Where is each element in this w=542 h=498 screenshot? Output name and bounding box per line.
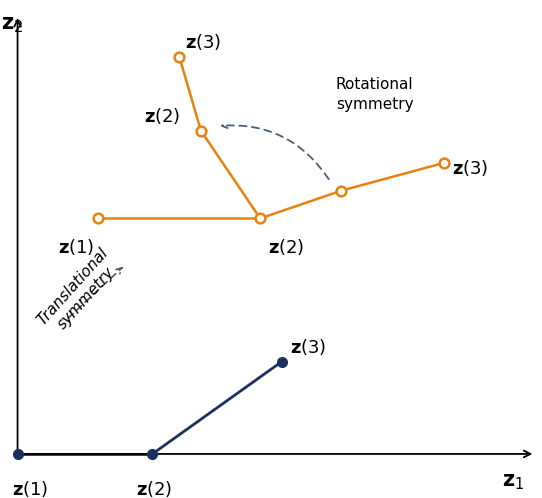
Text: $\mathbf{z}$(2): $\mathbf{z}$(2) [136, 480, 172, 498]
Text: $\mathbf{z}$(2): $\mathbf{z}$(2) [144, 106, 180, 126]
Text: Rotational
symmetry: Rotational symmetry [335, 77, 414, 112]
Text: $\mathbf{z}$(3): $\mathbf{z}$(3) [451, 158, 488, 178]
Text: $\mathbf{z}$(1): $\mathbf{z}$(1) [58, 237, 94, 257]
Text: $\mathbf{z}$(3): $\mathbf{z}$(3) [185, 32, 221, 52]
Text: $\mathbf{z}$(1): $\mathbf{z}$(1) [12, 480, 49, 498]
Text: Translational
symmetry: Translational symmetry [34, 245, 125, 340]
Text: z$_1$: z$_1$ [502, 473, 525, 493]
Text: $\mathbf{z}$(2): $\mathbf{z}$(2) [268, 237, 305, 257]
Text: $\mathbf{z}$(3): $\mathbf{z}$(3) [290, 337, 326, 357]
Text: z$_2$: z$_2$ [2, 15, 24, 35]
